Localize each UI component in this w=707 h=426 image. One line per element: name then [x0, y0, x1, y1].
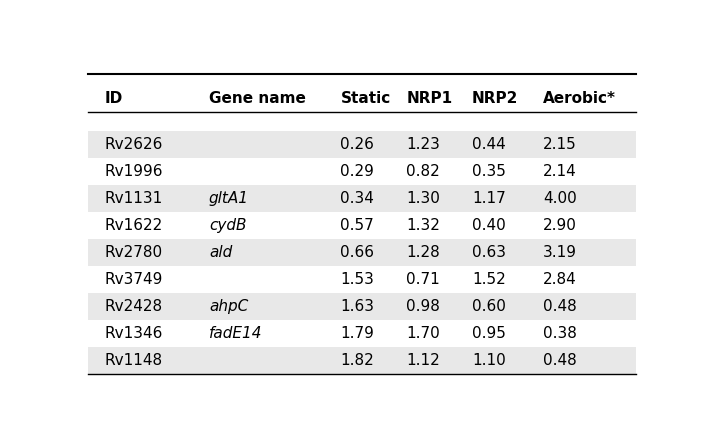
Bar — [88, 132, 636, 158]
Text: cydB: cydB — [209, 218, 247, 233]
Text: 2.15: 2.15 — [543, 138, 577, 153]
Text: 1.82: 1.82 — [341, 353, 374, 368]
Text: 0.26: 0.26 — [341, 138, 374, 153]
Text: Rv2780: Rv2780 — [105, 245, 163, 260]
Text: 1.17: 1.17 — [472, 191, 506, 206]
Text: Rv1148: Rv1148 — [105, 353, 163, 368]
Text: 1.63: 1.63 — [341, 299, 375, 314]
Text: Static: Static — [341, 91, 391, 106]
Text: 0.63: 0.63 — [472, 245, 506, 260]
Text: 1.23: 1.23 — [407, 138, 440, 153]
Text: Rv2626: Rv2626 — [105, 138, 163, 153]
Text: 0.34: 0.34 — [341, 191, 374, 206]
Text: Rv1346: Rv1346 — [105, 326, 163, 341]
Text: 0.48: 0.48 — [543, 353, 577, 368]
Text: 1.30: 1.30 — [407, 191, 440, 206]
Text: 0.48: 0.48 — [543, 299, 577, 314]
Bar — [88, 266, 636, 293]
Text: Rv1131: Rv1131 — [105, 191, 163, 206]
Text: 1.52: 1.52 — [472, 272, 506, 287]
Text: ahpC: ahpC — [209, 299, 248, 314]
Text: 1.12: 1.12 — [407, 353, 440, 368]
Text: 0.44: 0.44 — [472, 138, 506, 153]
Text: Rv1996: Rv1996 — [105, 164, 163, 179]
Text: Aerobic*: Aerobic* — [543, 91, 617, 106]
Bar — [88, 158, 636, 185]
Text: ID: ID — [105, 91, 123, 106]
Bar — [88, 347, 636, 374]
Text: 1.10: 1.10 — [472, 353, 506, 368]
Bar — [88, 293, 636, 320]
Text: fadE14: fadE14 — [209, 326, 262, 341]
Text: 2.14: 2.14 — [543, 164, 577, 179]
Text: NRP2: NRP2 — [472, 91, 518, 106]
Text: 1.70: 1.70 — [407, 326, 440, 341]
Text: NRP1: NRP1 — [407, 91, 452, 106]
Text: Rv2428: Rv2428 — [105, 299, 163, 314]
Text: 2.84: 2.84 — [543, 272, 577, 287]
Text: 0.66: 0.66 — [341, 245, 375, 260]
Bar — [88, 212, 636, 239]
Text: Gene name: Gene name — [209, 91, 306, 106]
Text: 0.95: 0.95 — [472, 326, 506, 341]
Text: 1.28: 1.28 — [407, 245, 440, 260]
Text: Rv3749: Rv3749 — [105, 272, 163, 287]
Text: 0.38: 0.38 — [543, 326, 577, 341]
Text: 0.57: 0.57 — [341, 218, 374, 233]
Text: 3.19: 3.19 — [543, 245, 577, 260]
Text: 1.53: 1.53 — [341, 272, 374, 287]
Text: 0.98: 0.98 — [407, 299, 440, 314]
Text: 0.35: 0.35 — [472, 164, 506, 179]
Text: gltA1: gltA1 — [209, 191, 249, 206]
Bar — [88, 320, 636, 347]
Bar — [88, 185, 636, 212]
Text: 0.60: 0.60 — [472, 299, 506, 314]
Text: 0.71: 0.71 — [407, 272, 440, 287]
Text: 1.32: 1.32 — [407, 218, 440, 233]
Bar — [88, 239, 636, 266]
Text: ald: ald — [209, 245, 232, 260]
Text: 0.82: 0.82 — [407, 164, 440, 179]
Text: 2.90: 2.90 — [543, 218, 577, 233]
Text: 0.29: 0.29 — [341, 164, 374, 179]
Text: 0.40: 0.40 — [472, 218, 506, 233]
Text: Rv1622: Rv1622 — [105, 218, 163, 233]
Text: 4.00: 4.00 — [543, 191, 577, 206]
Text: 1.79: 1.79 — [341, 326, 374, 341]
